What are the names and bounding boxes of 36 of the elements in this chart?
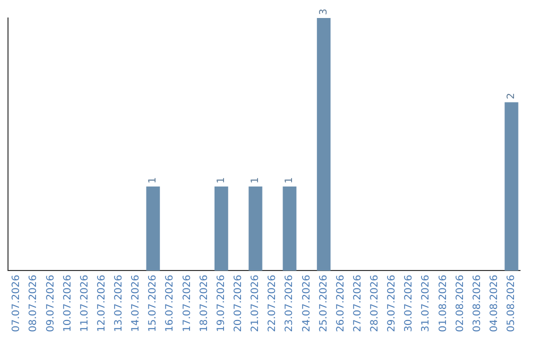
x-tick-label: 25.07.2026 xyxy=(318,274,330,332)
x-tick-label: 28.07.2026 xyxy=(370,274,381,332)
data-label: 1 xyxy=(148,177,159,184)
x-tick-label: 05.08.2026 xyxy=(506,274,518,332)
data-label: 2 xyxy=(506,92,518,100)
data-label: 1 xyxy=(250,177,262,184)
x-tick-label: 27.07.2026 xyxy=(352,274,364,332)
data-label: 1 xyxy=(284,177,296,184)
data-label: 1 xyxy=(216,177,227,184)
x-tick-label: 13.07.2026 xyxy=(114,274,125,332)
x-tick-label: 02.08.2026 xyxy=(454,274,466,332)
x-tick-label: 31.07.2026 xyxy=(420,274,432,332)
x-tick-label: 23.07.2026 xyxy=(284,274,296,332)
x-tick-label: 19.07.2026 xyxy=(216,274,227,332)
x-tick-label: 16.07.2026 xyxy=(164,274,176,332)
x-tick-label: 29.07.2026 xyxy=(386,274,398,332)
x-tick-label: 11.07.2026 xyxy=(79,274,90,332)
x-tick-label: 30.07.2026 xyxy=(404,274,415,332)
x-tick-label: 07.07.2026 xyxy=(11,274,22,332)
x-tick-label: 08.07.2026 xyxy=(28,274,40,332)
x-tick-label: 10.07.2026 xyxy=(62,274,74,332)
x-tick-label: 03.08.2026 xyxy=(472,274,483,332)
x-tick-label: 18.07.2026 xyxy=(198,274,210,332)
x-tick-label: 14.07.2026 xyxy=(130,274,142,332)
x-tick-label: 01.08.2026 xyxy=(438,274,449,332)
x-tick-label: 22.07.2026 xyxy=(267,274,278,332)
x-tick-label: 09.07.2026 xyxy=(45,274,56,332)
x-tick-label: 24.07.2026 xyxy=(301,274,312,332)
x-tick-label: 21.07.2026 xyxy=(250,274,262,332)
data-label: 3 xyxy=(318,8,330,15)
x-tick-label: 15.07.2026 xyxy=(148,274,159,332)
x-tick-label: 17.07.2026 xyxy=(182,274,193,332)
x-tick-label: 04.08.2026 xyxy=(488,274,500,332)
x-tick-label: 12.07.2026 xyxy=(96,274,108,332)
x-tick-label: 20.07.2026 xyxy=(232,274,244,332)
x-tick-label: 26.07.2026 xyxy=(335,274,346,332)
